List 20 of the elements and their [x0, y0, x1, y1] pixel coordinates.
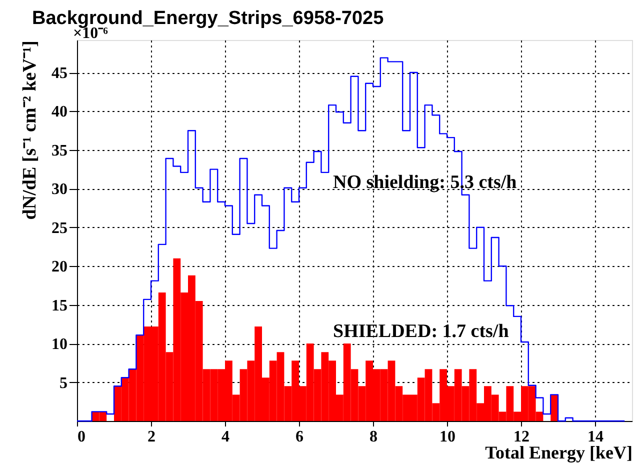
x-tick-label: 14 [588, 428, 604, 446]
x-tick-label: 6 [296, 428, 304, 446]
y-tick-label: 45 [52, 65, 68, 82]
y-tick-label: 25 [52, 220, 68, 237]
y-axis-title: dN/dE [s⁻¹ cm⁻² keV⁻¹] [20, 40, 40, 220]
y-tick-label: 5 [60, 374, 68, 392]
x-tick-label: 0 [78, 428, 86, 446]
y-tick-label: 15 [52, 297, 68, 314]
y-tick-label: 10 [52, 336, 68, 354]
x-tick-label: 10 [440, 428, 456, 446]
y-tick-label: 35 [52, 142, 68, 160]
y-tick-label: 20 [52, 258, 68, 276]
x-axis-title: Total Energy [keV] [485, 442, 632, 462]
x-tick-label: 4 [222, 428, 230, 446]
x-tick-label: 12 [514, 428, 530, 446]
x-tick-label: 8 [370, 428, 378, 446]
chart-title: Background_Energy_Strips_6958-7025 [32, 8, 384, 29]
x-tick-label: 2 [148, 428, 156, 446]
y-tick-label: 40 [52, 104, 68, 121]
y-tick-label: 30 [52, 181, 68, 198]
